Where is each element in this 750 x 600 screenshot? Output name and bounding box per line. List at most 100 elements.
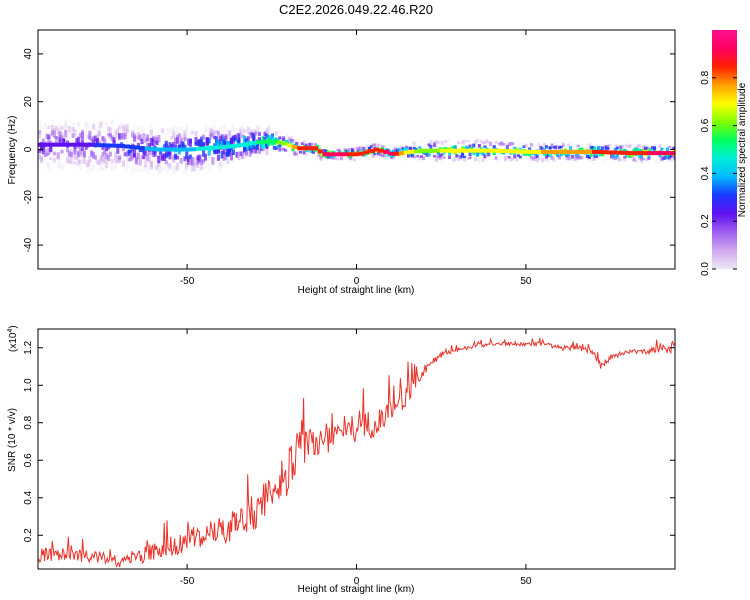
spectrogram-ridge-cell [68, 142, 75, 147]
spectrogram-cell [457, 141, 461, 144]
spectrogram-cell [483, 154, 487, 159]
spectrogram-cell [226, 151, 230, 157]
spectrogram-cell [377, 151, 381, 156]
spectrogram-ridge-cell [165, 147, 171, 152]
spectrogram-cell [56, 152, 60, 160]
spectrogram-cell [602, 143, 606, 147]
spectrogram-cell [425, 153, 429, 157]
spectrogram-cell [107, 126, 111, 132]
spectrogram-cell [543, 142, 547, 147]
spectrogram-cell [623, 156, 627, 159]
spectrogram-cell [479, 138, 483, 142]
spectrogram-cell [408, 146, 412, 150]
spectrogram-cell [263, 137, 267, 141]
spectrogram-cell [49, 132, 53, 137]
colorbar-tick-label: 0.4 [700, 166, 711, 180]
spectrogram-cell [267, 125, 271, 133]
spectrogram-cell [224, 140, 228, 145]
spectrogram-cell [567, 156, 571, 161]
spectrogram-cell [190, 165, 194, 172]
spectrogram-cell [62, 165, 66, 170]
spectrogram-cell [265, 128, 269, 134]
spectrogram-cell [127, 149, 131, 156]
spectrogram-cell [69, 156, 73, 165]
spectrogram-cell [578, 147, 582, 151]
spectrogram-cell [589, 152, 593, 157]
snr-y-tick-label: 0.6 [23, 453, 34, 467]
spectrogram-cell [45, 161, 49, 165]
spectrogram-cell [185, 151, 189, 160]
spectrogram-cell [125, 124, 129, 132]
spectrogram-cell [660, 157, 664, 162]
spectrogram-cell [38, 151, 42, 160]
spectrogram-cell [136, 135, 140, 140]
spectrogram-cell [619, 145, 623, 149]
spectrogram-cell [487, 141, 491, 144]
spectrogram-cell [79, 159, 83, 165]
spectrogram-cell [166, 166, 170, 173]
spectrogram-cell [229, 152, 233, 160]
spectrogram-cell [507, 156, 511, 159]
spectrogram-ridge-cell [210, 145, 217, 150]
spectrogram-cell [213, 143, 217, 148]
spectrogram-cell [440, 140, 444, 145]
spectrogram-cell [174, 153, 178, 160]
spectrogram-cell [235, 139, 239, 143]
spectrogram-cell [459, 155, 463, 159]
spectrogram-cell [105, 147, 109, 152]
colorbar-ticks: 0.0 0.2 0.4 0.6 0.8 [700, 70, 737, 276]
spectrogram-x-axis-label: Height of straight line (km) [298, 285, 415, 296]
spectrogram-cell [125, 162, 129, 170]
spectrogram-cell [524, 152, 528, 156]
spectrogram-cell [116, 128, 120, 135]
spectrogram-ridge-cell [470, 148, 476, 153]
spectrogram-cell [580, 142, 584, 147]
spectrogram-cell [218, 164, 222, 172]
spectrogram-cell [483, 140, 487, 144]
spectrogram-ridge-cell [536, 149, 542, 154]
spectrogram-cell [256, 124, 260, 132]
spectrogram-cell [164, 160, 168, 165]
spectrogram-cell [97, 159, 101, 166]
spectrogram-cell [203, 166, 207, 170]
spectrogram-cell [347, 154, 351, 159]
spectrogram-cell [492, 150, 496, 155]
spectrogram-cell [530, 155, 534, 160]
spectrogram-cell [211, 132, 215, 137]
spectrogram-cell [174, 166, 178, 171]
spectrogram-y-tick-label: 0 [23, 146, 34, 152]
spectrogram-ridge-cell [586, 149, 593, 154]
spectrogram-cell [507, 142, 511, 146]
spectrogram-cell [416, 155, 420, 158]
spectrogram-cell [669, 154, 673, 158]
spectrogram-cell [461, 140, 465, 144]
spectrogram-cell [216, 130, 220, 137]
spectrogram-cell [64, 123, 68, 129]
spectrogram-cell [427, 153, 431, 157]
spectrogram-cell [613, 147, 617, 151]
spectrogram-cell [118, 155, 122, 161]
spectrogram-cell [371, 154, 375, 158]
spectrogram-cell [634, 158, 638, 163]
spectrogram-cell [203, 153, 207, 161]
spectrogram-cell [211, 129, 215, 133]
spectrogram-cell [321, 158, 325, 161]
spectrogram-cell [285, 133, 289, 138]
spectrogram-cell [623, 148, 627, 153]
spectrogram-cell [338, 148, 342, 152]
spectrogram-cell [541, 160, 545, 163]
spectrogram-cell [373, 153, 377, 157]
spectrogram-cell [524, 143, 528, 148]
spectrogram-cell [213, 125, 217, 130]
spectrogram-ridge-cell [525, 149, 532, 154]
spectrogram-cell [610, 154, 614, 159]
spectrogram-y-tick-label: -20 [23, 190, 34, 205]
spectrogram-cell [638, 154, 642, 159]
spectrogram-cell [118, 125, 122, 129]
spectrogram-cell [220, 134, 224, 141]
spectrogram-cell [179, 141, 183, 148]
spectrogram-cell [638, 143, 642, 148]
spectrogram-cell [79, 133, 83, 138]
spectrogram-cell [142, 166, 146, 172]
spectrogram-cell [155, 137, 159, 143]
